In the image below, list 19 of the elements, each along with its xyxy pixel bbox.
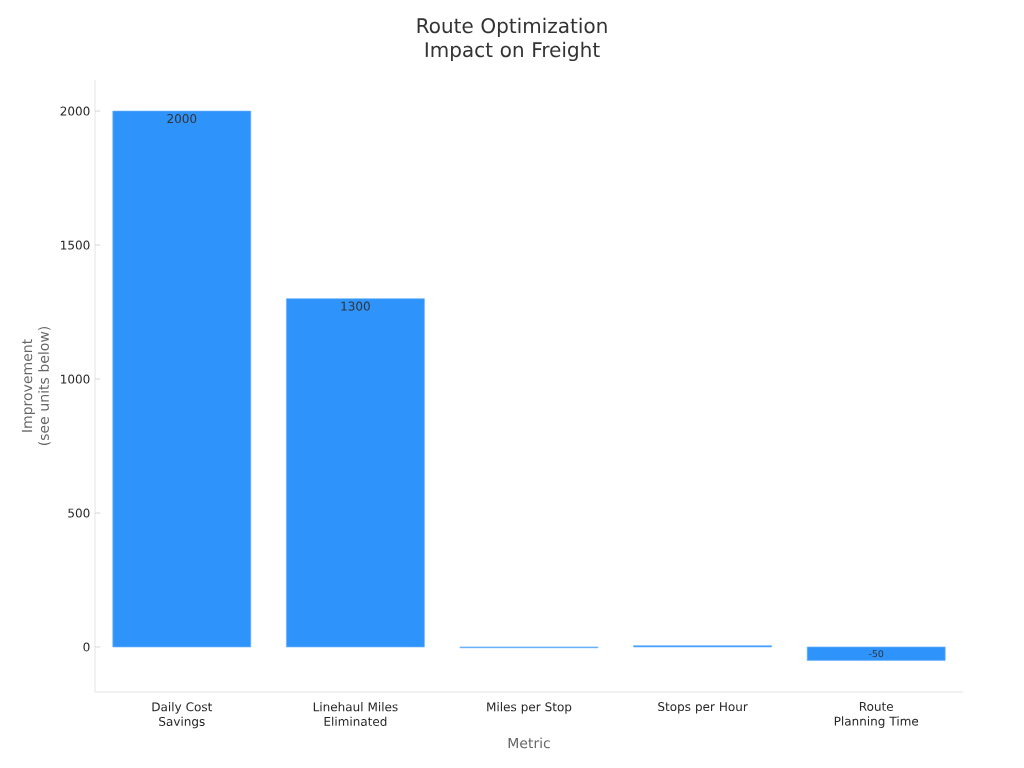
bar	[806, 646, 946, 661]
x-tick-label: Miles per Stop	[487, 702, 572, 714]
x-tick-label: Linehaul Miles Eliminated	[313, 702, 398, 726]
x-tick-label: Daily Cost Savings	[152, 702, 213, 729]
data-label: 2000	[167, 114, 197, 124]
bar	[112, 110, 252, 648]
y-tick-label: 500	[68, 508, 90, 518]
y-tick-label: 1000	[61, 374, 90, 384]
data-label: 1300	[341, 301, 370, 311]
y-tick-label: 2000	[60, 106, 90, 116]
data-label: -50	[869, 650, 884, 658]
y-axis-title: Improvement (see units below)	[21, 326, 51, 446]
x-tick-label: Stops per Hour	[658, 702, 748, 714]
x-tick-label: Route Planning Time	[834, 702, 919, 728]
y-tick-label: 1500	[61, 240, 90, 250]
bar	[286, 298, 425, 648]
y-tick-label: 0	[83, 642, 90, 652]
chart-title: Route Optimization Impact on Freight	[417, 17, 607, 62]
x-axis-title: Metric	[508, 737, 550, 749]
